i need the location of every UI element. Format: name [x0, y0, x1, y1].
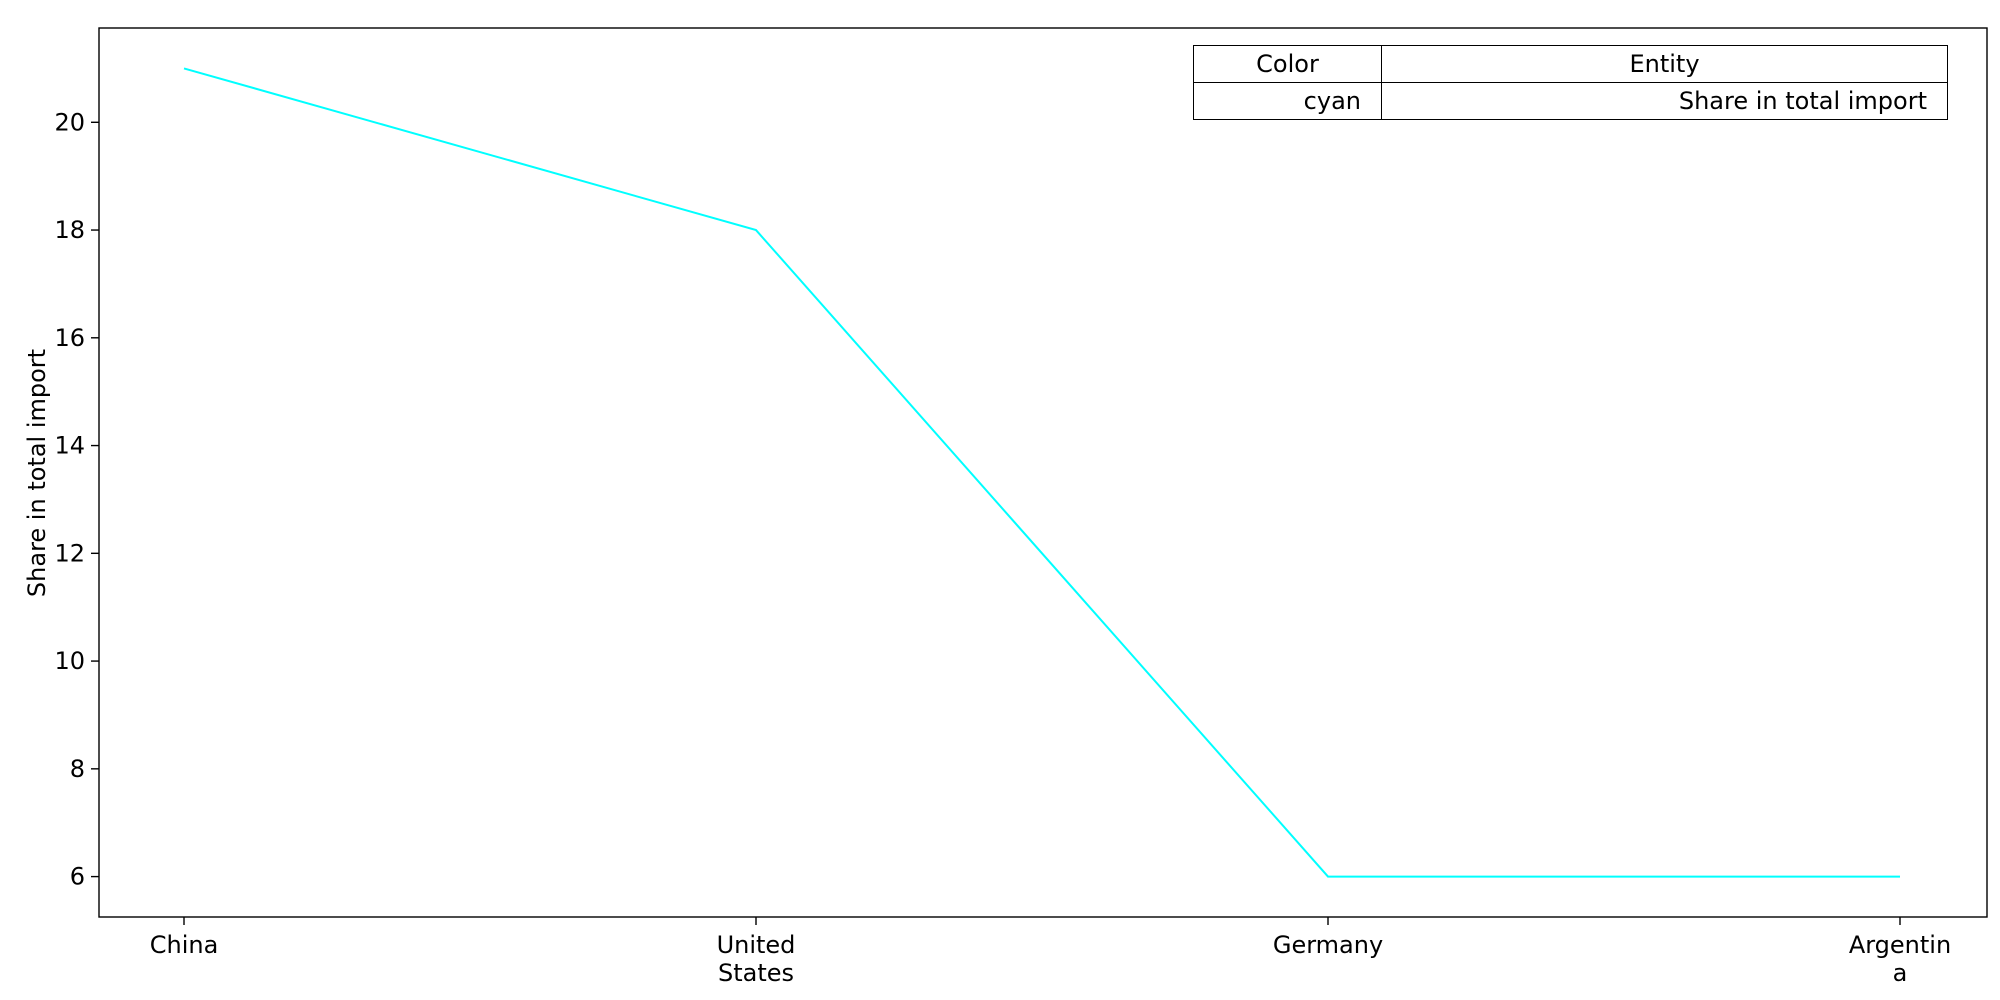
y-tick-label: 6: [70, 863, 85, 891]
x-tick-label: United States: [717, 931, 796, 987]
x-tick-label: China: [150, 931, 219, 959]
y-tick-label: 16: [54, 324, 85, 352]
y-tick-label: 20: [54, 108, 85, 136]
legend-table: Color Entity cyan Share in total import: [1193, 45, 1948, 120]
legend-header-entity: Entity: [1381, 45, 1948, 83]
legend-row: cyan Share in total import: [1193, 82, 1948, 120]
y-tick-label: 10: [54, 647, 85, 675]
legend-color-value: cyan: [1193, 82, 1382, 120]
series-line-share-in-total-import: [183, 67, 1900, 878]
y-tick-label: 12: [54, 539, 85, 567]
legend-header-row: Color Entity: [1193, 45, 1948, 83]
x-tick-label: Germany: [1273, 931, 1383, 959]
x-axis: China United States Germany Argentin a: [150, 917, 1951, 987]
y-tick-label: 14: [54, 432, 85, 460]
y-axis: 6 8 10 12 14 16 18 20: [54, 108, 99, 891]
y-axis-label: Share in total import: [23, 349, 51, 597]
x-tick-label: Argentin a: [1849, 931, 1951, 987]
y-tick-label: 8: [70, 755, 85, 783]
y-tick-label: 18: [54, 216, 85, 244]
legend-entity-value: Share in total import: [1381, 82, 1948, 120]
plot-area: [98, 27, 1988, 918]
legend-header-color: Color: [1193, 45, 1382, 83]
